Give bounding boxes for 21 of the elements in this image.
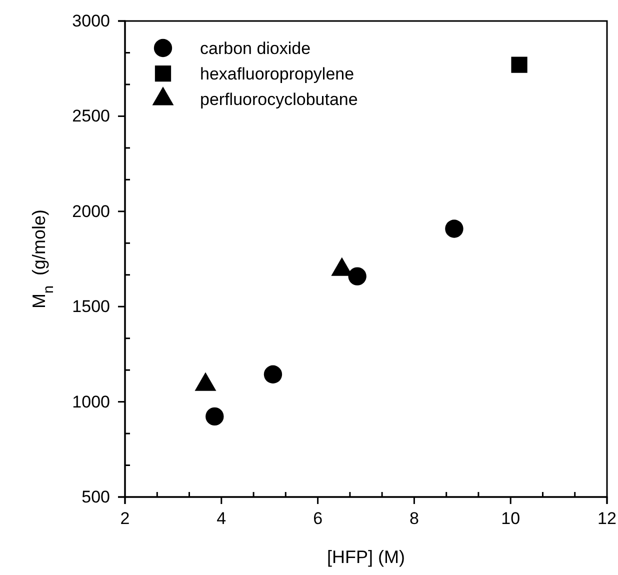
x-tick-label: 10 — [501, 509, 520, 528]
point — [206, 407, 224, 426]
point — [264, 365, 282, 384]
legend-label: hexafluoropropylene — [200, 64, 354, 84]
y-tick-label: 3000 — [72, 11, 110, 30]
x-tick-label: 2 — [120, 509, 130, 528]
legend-label: carbon dioxide — [200, 39, 311, 58]
y-tick-label: 1500 — [72, 297, 110, 316]
point — [511, 56, 528, 73]
x-tick-label: 8 — [409, 509, 419, 528]
legend-label: perfluorocyclobutane — [200, 90, 358, 109]
y-tick-label: 1000 — [72, 392, 110, 412]
point — [348, 267, 366, 286]
y-tick-label: 2000 — [72, 202, 110, 221]
point — [445, 220, 464, 238]
x-tick-label: 6 — [313, 509, 323, 528]
x-tick-label: 4 — [216, 509, 226, 528]
y-tick-label: 500 — [82, 487, 110, 506]
x-tick-label: 12 — [598, 509, 616, 528]
x-axis-title: [HFP] (M) — [327, 547, 405, 567]
y-tick-label: 2500 — [72, 106, 110, 126]
